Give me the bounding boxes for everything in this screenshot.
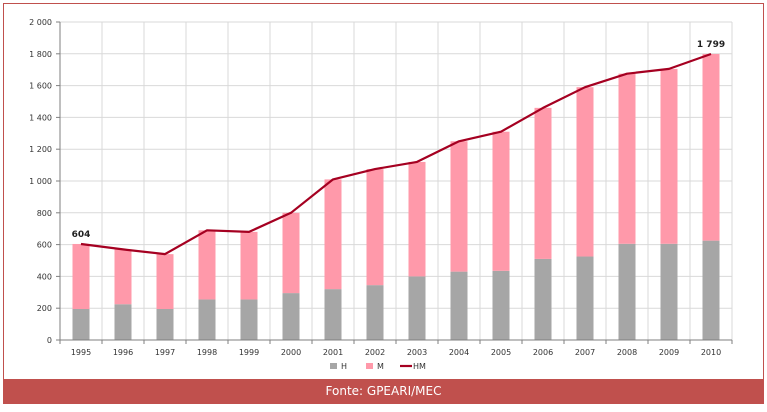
bar-m-2004 bbox=[450, 141, 468, 272]
bar-h-2002 bbox=[366, 285, 384, 340]
bar-m-2002 bbox=[366, 169, 384, 286]
source-label: Fonte: GPEARI/MEC bbox=[325, 384, 442, 398]
y-tick-label: 200 bbox=[37, 304, 52, 313]
bar-layer bbox=[72, 53, 720, 340]
source-footer: Fonte: GPEARI/MEC bbox=[4, 379, 763, 403]
x-tick-label: 2010 bbox=[701, 348, 721, 357]
x-tick-label: 2008 bbox=[617, 348, 637, 357]
bar-m-1998 bbox=[198, 230, 216, 300]
bar-h-2001 bbox=[324, 289, 342, 340]
bar-m-2003 bbox=[408, 161, 426, 277]
x-tick-label: 1996 bbox=[113, 348, 133, 357]
grid-layer bbox=[60, 21, 733, 340]
y-tick-label: 1 400 bbox=[29, 113, 52, 122]
y-tick-label: 800 bbox=[37, 209, 52, 218]
bar-m-1995 bbox=[72, 243, 90, 309]
legend-label-m: M bbox=[377, 362, 384, 371]
bar-m-1997 bbox=[156, 254, 174, 309]
x-tick-label: 2002 bbox=[365, 348, 385, 357]
bar-h-1998 bbox=[198, 299, 216, 340]
bar-m-2010 bbox=[702, 53, 720, 241]
x-tick-label: 2009 bbox=[659, 348, 679, 357]
bar-m-2001 bbox=[324, 179, 342, 290]
y-tick-label: 1 800 bbox=[29, 50, 52, 59]
bar-m-2008 bbox=[618, 73, 636, 244]
x-tick-label: 1995 bbox=[71, 348, 91, 357]
data-label-2010: 1 799 bbox=[697, 40, 725, 50]
bar-m-2006 bbox=[534, 107, 552, 259]
axis-layer: 0 200 400 600 800 1 000 1 200 1 400 1 600 1 800 2 … bbox=[29, 18, 733, 357]
y-tick-label: 1 600 bbox=[29, 82, 52, 91]
bar-h-2009 bbox=[660, 243, 678, 340]
bar-h-2003 bbox=[408, 276, 426, 340]
bar-h-2006 bbox=[534, 258, 552, 340]
legend-label-h: H bbox=[341, 362, 347, 371]
bar-m-1996 bbox=[114, 249, 132, 305]
line-hm bbox=[80, 52, 712, 256]
label-layer: 604 1 799 bbox=[72, 40, 725, 240]
legend-swatch-h bbox=[330, 363, 337, 369]
bar-h-1995 bbox=[72, 308, 90, 340]
bar-h-2000 bbox=[282, 293, 300, 340]
x-tick-label: 1997 bbox=[155, 348, 175, 357]
y-tick-label: 0 bbox=[47, 336, 52, 345]
y-tick-label: 1 000 bbox=[29, 177, 52, 186]
y-tick-label: 1 200 bbox=[29, 145, 52, 154]
bar-h-2008 bbox=[618, 243, 636, 340]
y-tick-label: 2 000 bbox=[29, 18, 52, 27]
x-tick-label: 2000 bbox=[281, 348, 301, 357]
bar-m-1999 bbox=[240, 231, 258, 300]
y-tick-label: 600 bbox=[37, 241, 52, 250]
legend-swatch-m bbox=[366, 363, 373, 369]
bar-h-1997 bbox=[156, 308, 174, 340]
bar-h-1996 bbox=[114, 304, 132, 340]
bar-h-1999 bbox=[240, 299, 258, 340]
x-tick-label: 1998 bbox=[197, 348, 217, 357]
chart-frame: 0 200 400 600 800 1 000 1 200 1 400 1 600 1 800 2 … bbox=[3, 3, 764, 404]
legend-layer: H M HM bbox=[330, 362, 426, 371]
bar-m-2007 bbox=[576, 87, 594, 257]
x-tick-label: 2006 bbox=[533, 348, 553, 357]
x-tick-label: 1999 bbox=[239, 348, 259, 357]
bar-h-2005 bbox=[492, 270, 510, 340]
line-layer bbox=[80, 52, 712, 256]
bar-m-2000 bbox=[282, 212, 300, 294]
bar-h-2007 bbox=[576, 256, 594, 340]
x-tick-label: 2007 bbox=[575, 348, 595, 357]
y-tick-label: 400 bbox=[37, 272, 52, 281]
hm-chart: 0 200 400 600 800 1 000 1 200 1 400 1 600 1 800 2 … bbox=[29, 18, 733, 371]
bar-m-2009 bbox=[660, 68, 678, 244]
bar-h-2004 bbox=[450, 271, 468, 340]
x-tick-label: 2004 bbox=[449, 348, 469, 357]
x-tick-label: 2005 bbox=[491, 348, 511, 357]
data-label-1995: 604 bbox=[72, 230, 91, 240]
x-tick-label: 2001 bbox=[323, 348, 343, 357]
bar-m-2005 bbox=[492, 131, 510, 271]
bar-h-2010 bbox=[702, 240, 720, 340]
legend-label-hm: HM bbox=[413, 362, 426, 371]
x-tick-label: 2003 bbox=[407, 348, 427, 357]
